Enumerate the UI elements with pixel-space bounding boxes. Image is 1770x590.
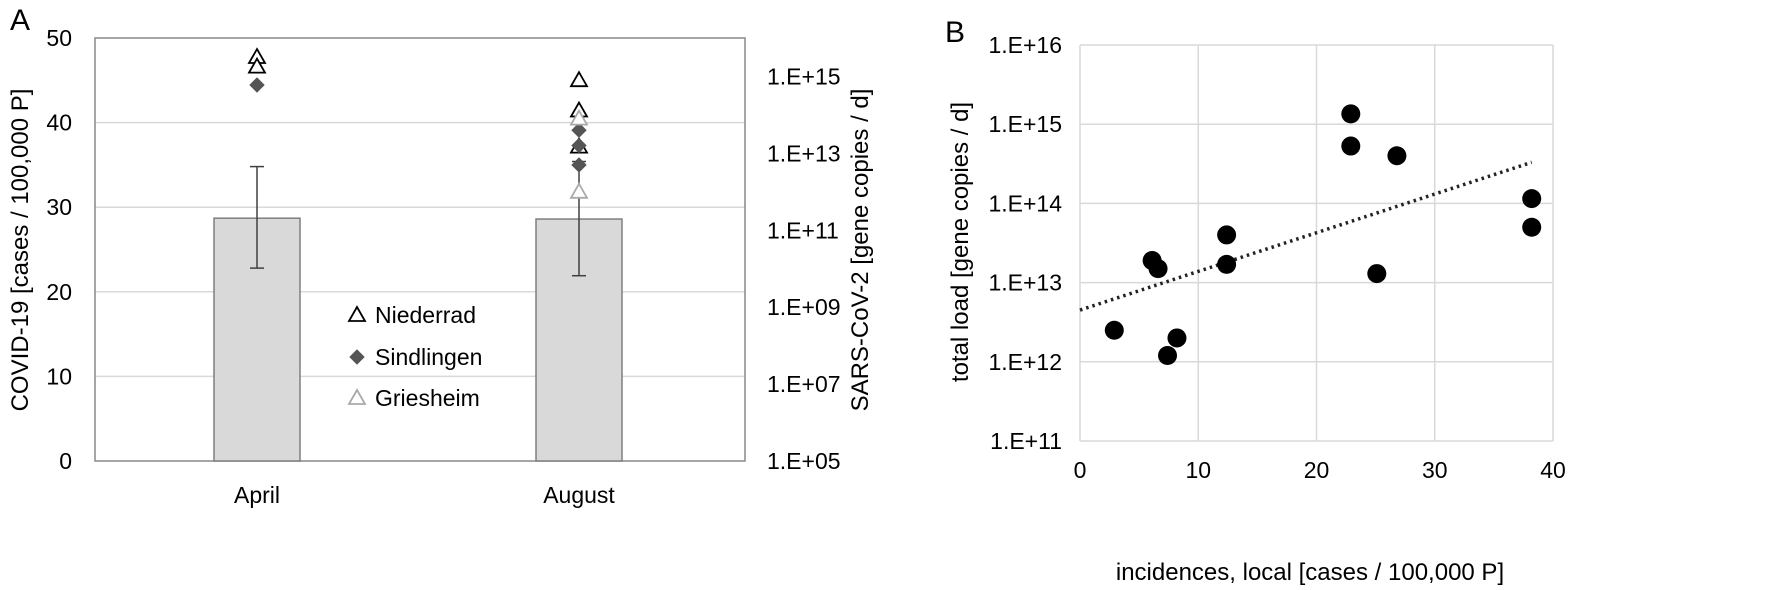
panel-b-y-tick-label: 1.E+12 <box>988 349 1062 375</box>
panel-b-x-tick-label: 0 <box>1074 457 1087 483</box>
panel-a-error-bars <box>250 160 586 277</box>
panel-b-x-tick-labels: 0 10 20 30 40 <box>1074 457 1566 483</box>
panel-b-x-tick-label: 10 <box>1185 457 1211 483</box>
panel-b-gridlines <box>1079 44 1554 442</box>
panel-a-legend-label-niederrad: Niederrad <box>375 302 476 328</box>
panel-a-legend-marker-sindlingen <box>349 349 365 365</box>
panel-a-y2-tick-labels: 1.E+05 1.E+07 1.E+09 1.E+11 1.E+13 1.E+15 <box>767 63 841 474</box>
panel-a-x-tick-label: August <box>543 482 615 508</box>
panel-b-y-axis-label: total load [gene copies / d] <box>947 102 974 382</box>
panel-a-bars <box>213 217 623 462</box>
panel-b-data-point <box>1367 264 1387 284</box>
panel-b-data-point <box>1522 217 1542 237</box>
panel-b-x-tick-label: 40 <box>1540 457 1566 483</box>
panel-b-data-point <box>1104 320 1124 340</box>
panel-a-legend-marker-niederrad <box>347 305 367 322</box>
panel-b-x-tick-label: 30 <box>1422 457 1448 483</box>
panel-a-legend-label-griesheim: Griesheim <box>375 385 480 411</box>
panel-a-y-tick-label: 30 <box>46 194 72 220</box>
panel-b-y-tick-label: 1.E+15 <box>988 111 1062 137</box>
panel-b-y-tick-label: 1.E+13 <box>988 270 1062 296</box>
panel-a-legend: Niederrad Sindlingen Griesheim <box>347 302 482 411</box>
panel-a-y2-tick-label: 1.E+09 <box>767 294 841 320</box>
panel-b-y-tick-label: 1.E+11 <box>990 428 1062 454</box>
panel-b-data-point <box>1217 225 1237 245</box>
panel-a-marker-niederrad <box>247 56 267 74</box>
panel-a-marker-griesheim <box>569 108 589 126</box>
panel-a-plot-frame <box>94 37 746 462</box>
panel-a-marker-sindlingen <box>571 137 587 154</box>
panel-a-gridlines <box>95 121 745 378</box>
panel-a-x-tick-labels: April August <box>234 482 615 508</box>
panel-b-data-point <box>1341 136 1361 156</box>
panel-b-x-tick-label: 20 <box>1304 457 1330 483</box>
panel-a-y-tick-label: 10 <box>46 363 72 389</box>
panel-a-y-tick-label: 20 <box>46 279 72 305</box>
panel-a-y-tick-labels: 0 10 20 30 40 50 <box>46 25 72 474</box>
panel-a-y2-tick-label: 1.E+07 <box>767 371 841 397</box>
panel-b-x-axis-label: incidences, local [cases / 100,000 P] <box>1116 559 1504 586</box>
panel-b-trendline-path <box>1079 160 1533 312</box>
panel-a-x-tick-label: April <box>234 482 280 508</box>
panel-a-y2-tick-label: 1.E+13 <box>767 140 841 166</box>
panel-a-y2-tick-label: 1.E+11 <box>767 217 839 243</box>
panel-b-data-point <box>1522 189 1542 209</box>
panel-b-data-point <box>1158 346 1178 366</box>
panel-a-y2-axis-label: SARS-CoV-2 [gene copies / d] <box>847 89 874 412</box>
panel-a-legend-marker-griesheim <box>347 388 367 405</box>
panel-a-y-tick-label: 0 <box>59 448 72 474</box>
panel-a-marker-griesheim <box>569 182 589 199</box>
panel-a-marker-sindlingen <box>249 77 265 93</box>
panel-a-label: A <box>10 4 30 37</box>
panel-a-legend-label-sindlingen: Sindlingen <box>375 344 482 370</box>
panel-b-y-tick-label: 1.E+14 <box>988 190 1062 216</box>
panel-b-points <box>1104 104 1542 366</box>
panel-a-y-axis-label: COVID-19 [cases / 100,000 P] <box>7 89 34 412</box>
panel-b-y-tick-labels: 1.E+11 1.E+12 1.E+13 1.E+14 1.E+15 1.E+16 <box>988 32 1062 454</box>
panel-a-markers <box>247 47 589 199</box>
panel-a-y2-tick-label: 1.E+15 <box>767 63 841 89</box>
panel-a-y-tick-label: 50 <box>46 25 72 51</box>
panel-b-data-point <box>1167 328 1187 348</box>
panel-a-y2-tick-label: 1.E+05 <box>767 448 841 474</box>
panel-b-label: B <box>945 16 965 49</box>
panel-b-data-point <box>1341 104 1361 124</box>
panel-a-y-tick-label: 40 <box>46 110 72 136</box>
panel-b-data-point <box>1148 259 1168 279</box>
panel-b-y-tick-label: 1.E+16 <box>988 32 1062 58</box>
panel-a-marker-sindlingen <box>571 122 587 138</box>
panel-b-data-point <box>1387 146 1407 166</box>
panel-b-data-point <box>1217 254 1237 274</box>
panel-a-marker-niederrad <box>569 70 589 88</box>
panel-b-trendline <box>1079 160 1533 312</box>
panel-a-marker-sindlingen <box>571 157 587 173</box>
